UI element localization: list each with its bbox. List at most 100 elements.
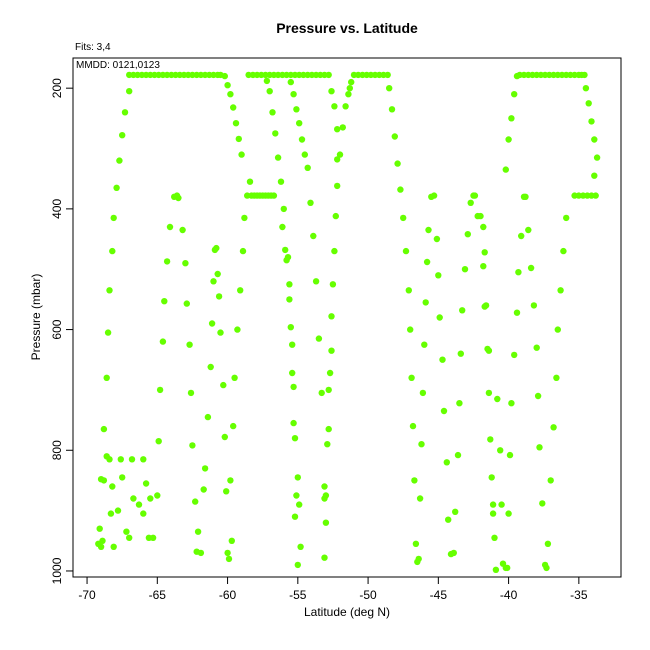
data-point [477,212,484,220]
data-point [422,299,429,306]
data-point [224,549,231,557]
data-point [506,451,514,459]
data-point [487,436,494,443]
data-point [467,199,474,206]
data-point [227,477,234,484]
data-point [100,425,108,433]
data-point [452,508,459,515]
data-point [272,130,279,137]
data-point [296,120,303,127]
data-point [557,287,564,294]
y-tick-label: 800 [50,440,64,460]
data-point [324,441,331,448]
data-point [412,540,420,547]
data-point [328,313,335,320]
data-point [325,425,332,433]
data-point [225,555,233,563]
plot-frame [72,57,622,578]
data-point [207,363,214,371]
data-point [450,549,457,557]
data-point [189,442,196,449]
data-point [471,192,479,199]
y-axis: 200 400 600 800 1000 [50,78,73,584]
data-point [109,247,116,255]
fits-annotation: Fits: 3,4 [75,42,111,53]
data-point [536,444,543,451]
data-point [345,91,352,98]
data-point [287,78,294,86]
data-point [498,501,505,508]
data-point [263,77,271,85]
data-point [298,136,306,143]
data-point [194,528,202,535]
data-point [214,270,221,278]
data-point [230,422,237,430]
data-point [114,507,122,514]
data-point [220,381,227,389]
x-tick-label: -35 [570,588,588,602]
data-point [128,456,136,463]
data-point [274,154,282,161]
data-point [234,326,241,333]
data-point [321,554,328,561]
data-point [391,133,398,140]
x-tick-label: -55 [289,588,307,602]
data-point [156,386,164,394]
data-point [297,543,304,550]
data-point [325,71,332,79]
data-point [482,302,490,309]
data-point [492,566,500,573]
data-point [418,441,425,448]
data-point [489,501,497,508]
data-point [119,132,126,139]
data-points [95,71,601,573]
data-point [140,456,147,463]
data-point [328,88,335,95]
data-point [204,413,212,421]
data-point [224,82,231,89]
x-tick-label: -45 [430,588,448,602]
x-tick-label: -60 [219,588,237,602]
data-point [415,555,422,563]
data-point [294,561,301,569]
data-point [459,307,466,314]
data-point [454,451,462,459]
y-tick-label: 400 [50,199,64,219]
data-point [186,341,193,348]
data-point [443,459,450,466]
data-point [290,383,297,391]
data-point [518,232,525,240]
data-point [489,510,497,517]
mmdd-annotation: MMDD: 0121,0123 [76,60,160,71]
data-point [430,192,438,199]
data-point [97,543,105,550]
x-tick-label: -70 [78,588,96,602]
data-point [290,419,297,427]
data-point [425,226,432,234]
data-point [217,329,224,336]
data-point [284,254,292,261]
data-point [563,214,570,222]
data-point [322,492,330,499]
data-point [502,166,509,173]
data-point [126,534,133,541]
x-tick-label: -40 [500,588,518,602]
data-point [187,389,195,397]
x-axis-title: Latitude (deg N) [304,605,390,619]
data-point [192,498,199,505]
data-point [554,326,561,333]
data-point [336,151,344,158]
chart-title: Pressure vs. Latitude [276,20,418,36]
data-point [293,492,300,499]
data-point [116,157,123,164]
data-point [166,223,174,231]
data-point [228,537,235,544]
data-point [571,192,578,199]
data-point [408,374,415,381]
data-point [504,564,511,572]
data-point [286,281,293,288]
data-point [280,205,287,213]
data-point [238,151,245,158]
data-point [119,474,126,481]
